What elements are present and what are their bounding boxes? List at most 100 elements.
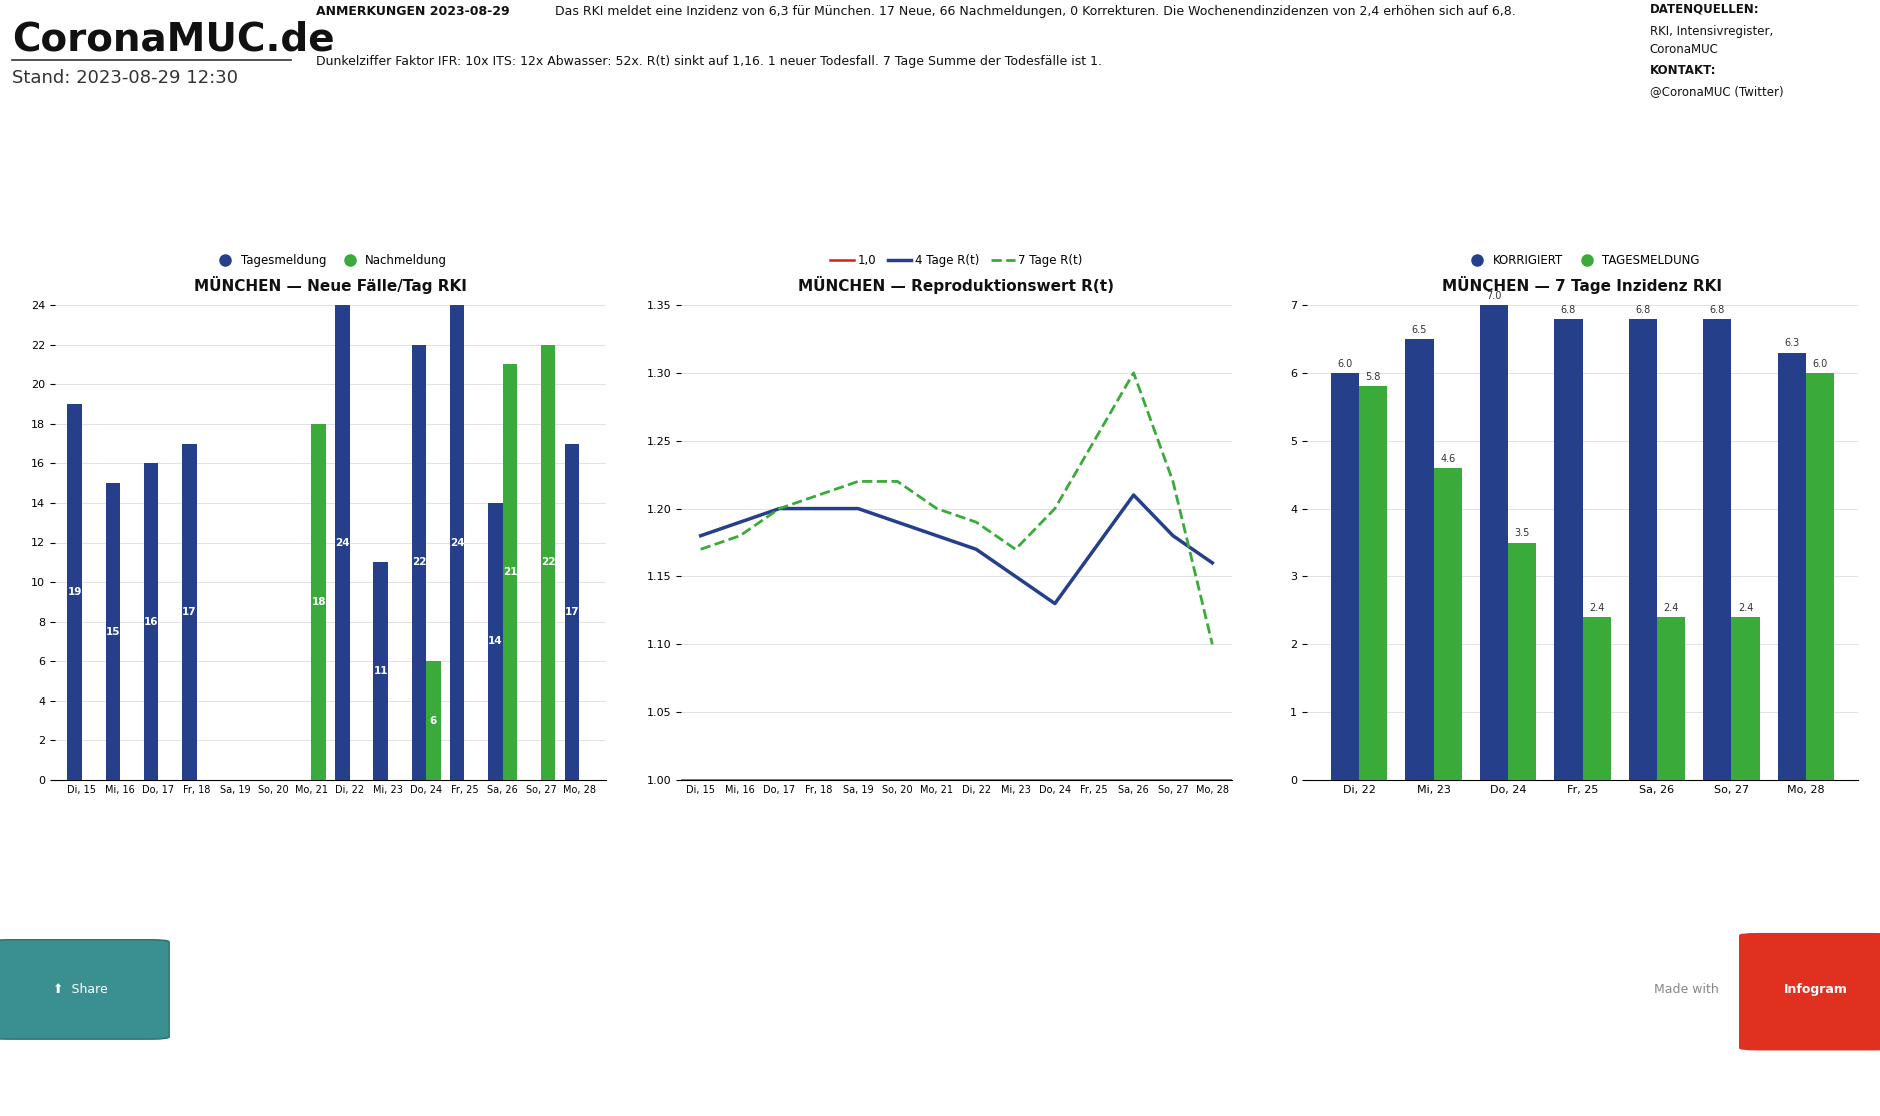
Bar <box>1807 373 1835 780</box>
Text: 6.8: 6.8 <box>1560 305 1575 315</box>
Bar <box>412 345 427 780</box>
Text: Gesamt: 722.126: Gesamt: 722.126 <box>103 221 207 234</box>
Text: Di–Sa.*: Di–Sa.* <box>447 242 491 256</box>
Text: 6.8: 6.8 <box>1636 305 1651 315</box>
Text: Dunkelziffer Faktor IFR: 10x ITS: 12x Abwasser: 52x. R(t) sinkt auf 1,16. 1 neue: Dunkelziffer Faktor IFR: 10x ITS: 12x Ab… <box>316 55 1102 68</box>
Text: CoronaMUC.de: CoronaMUC.de <box>11 21 335 59</box>
Bar <box>1628 318 1656 780</box>
Text: Infogram: Infogram <box>1784 983 1848 995</box>
Text: 21: 21 <box>502 567 517 577</box>
Text: 3.5: 3.5 <box>1515 529 1530 538</box>
Text: 10/12/52: 10/12/52 <box>1019 169 1169 198</box>
Text: 5.8: 5.8 <box>1365 373 1382 383</box>
Bar <box>1331 373 1359 780</box>
FancyBboxPatch shape <box>1739 933 1880 1050</box>
Text: +1: +1 <box>438 169 498 206</box>
Bar <box>105 483 120 780</box>
Bar <box>1359 386 1387 780</box>
Bar <box>1555 318 1583 780</box>
Text: MÜNCHEN         VERÄNDERUNG: MÜNCHEN VERÄNDERUNG <box>688 221 874 234</box>
Bar <box>143 463 158 780</box>
Text: @CoronaMUC (Twitter): @CoronaMUC (Twitter) <box>1649 85 1784 98</box>
Text: 19: 19 <box>68 587 81 597</box>
Legend: 1,0, 4 Tage R(t), 7 Tage R(t): 1,0, 4 Tage R(t), 7 Tage R(t) <box>825 249 1087 271</box>
Text: Täglich: Täglich <box>1073 242 1115 256</box>
Title: MÜNCHEN — Neue Fälle/Tag RKI: MÜNCHEN — Neue Fälle/Tag RKI <box>194 276 466 295</box>
Bar <box>182 443 197 780</box>
Bar <box>489 503 502 780</box>
Text: Täglich: Täglich <box>761 242 803 256</box>
Text: Das RKI meldet eine Inzidenz von 6,3 für München. 17 Neue, 66 Nachmeldungen, 0 K: Das RKI meldet eine Inzidenz von 6,3 für… <box>551 4 1515 18</box>
Text: 5: 5 <box>701 169 726 202</box>
Bar <box>1778 353 1807 780</box>
Text: Gesamt: 2.653: Gesamt: 2.653 <box>425 221 511 234</box>
Text: 24: 24 <box>335 538 350 548</box>
Bar <box>1656 617 1684 780</box>
Bar <box>335 305 350 780</box>
Bar <box>564 443 579 780</box>
Text: +83: +83 <box>113 169 199 206</box>
Legend: Tagesmeldung, Nachmeldung: Tagesmeldung, Nachmeldung <box>209 249 451 271</box>
Text: 24: 24 <box>449 538 464 548</box>
Text: 14: 14 <box>489 636 502 646</box>
Text: * RKI Zahlen zu Inzidenz, Fallzahlen, Nachmeldungen und Todesfällen: Dienstag bi: * RKI Zahlen zu Inzidenz, Fallzahlen, Na… <box>399 845 1481 863</box>
Text: Di–Sa.*: Di–Sa.* <box>133 242 177 256</box>
Bar <box>1583 617 1611 780</box>
Text: 22: 22 <box>541 557 555 567</box>
Text: 6.0: 6.0 <box>1337 358 1352 368</box>
Text: 6.0: 6.0 <box>1812 358 1827 368</box>
Text: +/-0: +/-0 <box>814 169 885 198</box>
Text: 17: 17 <box>564 607 579 617</box>
Bar <box>449 305 464 780</box>
Text: Täglich: Täglich <box>1387 242 1429 256</box>
Text: 6,3: 6,3 <box>1686 169 1756 206</box>
Text: 4.6: 4.6 <box>1440 454 1455 464</box>
Text: BESTÄTIGTE FÄLLE: BESTÄTIGTE FÄLLE <box>98 119 212 129</box>
Text: ANMERKUNGEN 2023-08-29: ANMERKUNGEN 2023-08-29 <box>316 4 509 18</box>
Bar <box>1480 305 1508 780</box>
Text: 7.0: 7.0 <box>1487 291 1502 301</box>
Bar <box>541 345 555 780</box>
Text: INTENSIVBETTENBELEGUNG: INTENSIVBETTENBELEGUNG <box>694 119 869 129</box>
Text: Di–Sa.*: Di–Sa.* <box>1700 221 1743 234</box>
Text: RKI, Intensivregister,
CoronaMUC: RKI, Intensivregister, CoronaMUC <box>1649 26 1773 56</box>
Text: 6.3: 6.3 <box>1784 338 1799 348</box>
Text: INZIDENZ RKI: INZIDENZ RKI <box>1679 119 1763 129</box>
Title: MÜNCHEN — Reproduktionswert R(t): MÜNCHEN — Reproduktionswert R(t) <box>799 276 1115 295</box>
Text: Stand: 2023-08-29 12:30: Stand: 2023-08-29 12:30 <box>11 69 239 87</box>
Bar <box>1508 542 1536 780</box>
Text: KONTAKT:: KONTAKT: <box>1649 65 1716 77</box>
Text: 2.4: 2.4 <box>1737 603 1754 613</box>
Bar <box>1731 617 1760 780</box>
Text: DATENQUELLEN:: DATENQUELLEN: <box>1649 2 1760 16</box>
Text: 1,16 ▼: 1,16 ▼ <box>1339 169 1478 206</box>
Bar <box>427 662 440 780</box>
Legend: KORRIGIERT, TAGESMELDUNG: KORRIGIERT, TAGESMELDUNG <box>1461 249 1703 271</box>
Text: REPRODUKTIONSWERT: REPRODUKTIONSWERT <box>1337 119 1480 129</box>
Bar <box>1404 339 1434 780</box>
Text: 6: 6 <box>431 715 436 725</box>
Text: Quelle: CoronaMUC: Quelle: CoronaMUC <box>1350 221 1465 234</box>
Bar <box>502 365 517 780</box>
Bar <box>374 562 387 780</box>
Bar <box>1434 468 1463 780</box>
Bar <box>68 404 83 780</box>
Text: 6.5: 6.5 <box>1412 325 1427 335</box>
Text: 2.4: 2.4 <box>1589 603 1604 613</box>
Text: Made with: Made with <box>1654 983 1718 995</box>
Text: 18: 18 <box>312 597 325 607</box>
Text: IFR/ITS/Abwasser basiert: IFR/ITS/Abwasser basiert <box>1021 221 1167 234</box>
Text: 6.8: 6.8 <box>1709 305 1724 315</box>
Text: 15: 15 <box>105 626 120 636</box>
Text: 22: 22 <box>412 557 427 567</box>
Text: ⬆  Share: ⬆ Share <box>53 983 107 995</box>
Text: 16: 16 <box>143 617 158 627</box>
Bar <box>1703 318 1731 780</box>
Title: MÜNCHEN — 7 Tage Inzidenz RKI: MÜNCHEN — 7 Tage Inzidenz RKI <box>1442 276 1722 295</box>
Text: DUNKELZIFFER FAKTOR: DUNKELZIFFER FAKTOR <box>1021 119 1167 129</box>
Text: TODESFÄLLE: TODESFÄLLE <box>429 119 508 129</box>
Text: 17: 17 <box>182 607 197 617</box>
Text: 11: 11 <box>374 666 387 676</box>
Text: 2.4: 2.4 <box>1664 603 1679 613</box>
Bar <box>312 424 325 780</box>
